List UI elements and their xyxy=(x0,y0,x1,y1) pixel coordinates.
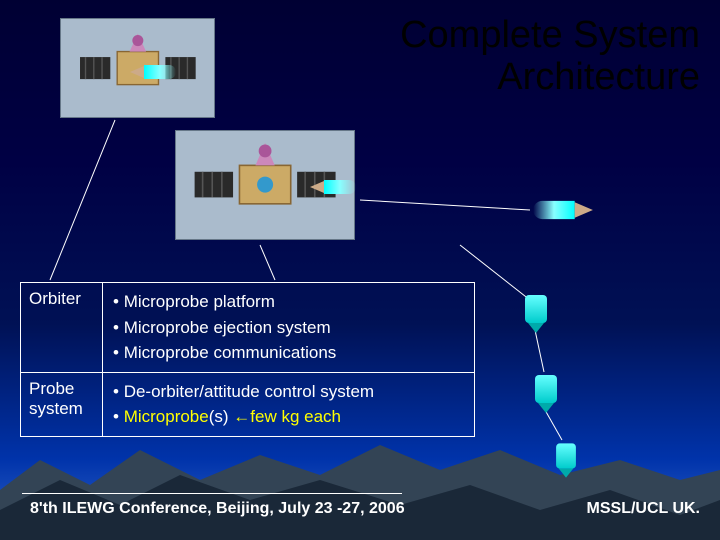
footer-divider xyxy=(22,493,402,494)
title-line-2: Architecture xyxy=(497,56,700,98)
probe-icon-2 xyxy=(535,375,557,403)
thruster-flame-1 xyxy=(130,65,176,79)
row-label: Probe system xyxy=(21,373,103,436)
mountains-background xyxy=(0,420,720,540)
probe-icon-3 xyxy=(556,443,576,468)
bullet-item: • Microprobe platform xyxy=(113,289,464,315)
architecture-table: Orbiter • Microprobe platform • Micropro… xyxy=(20,282,475,437)
bullet-item: • Microprobe communications xyxy=(113,340,464,366)
table-row: Probe system • De-orbiter/attitude contr… xyxy=(21,372,474,436)
probe-icon-1 xyxy=(525,295,547,323)
slide-title: Complete System Architecture xyxy=(400,15,700,99)
bullet-item: • De-orbiter/attitude control system xyxy=(113,379,464,405)
row-content: • De-orbiter/attitude control system • M… xyxy=(103,373,474,436)
row-label: Orbiter xyxy=(21,283,103,372)
title-line-1: Complete System xyxy=(400,14,700,56)
bullet-item: • Microprobe(s) ←few kg each xyxy=(113,404,464,430)
row-content: • Microprobe platform • Microprobe eject… xyxy=(103,283,474,372)
bullet-item: • Microprobe ejection system xyxy=(113,315,464,341)
thruster-flame-2 xyxy=(310,180,356,194)
footer-affiliation: MSSL/UCL UK. xyxy=(587,500,700,518)
deorbiter-thruster xyxy=(533,201,593,219)
footer-conference: 8'th ILEWG Conference, Beijing, July 23 … xyxy=(30,500,405,518)
table-row: Orbiter • Microprobe platform • Micropro… xyxy=(21,283,474,372)
